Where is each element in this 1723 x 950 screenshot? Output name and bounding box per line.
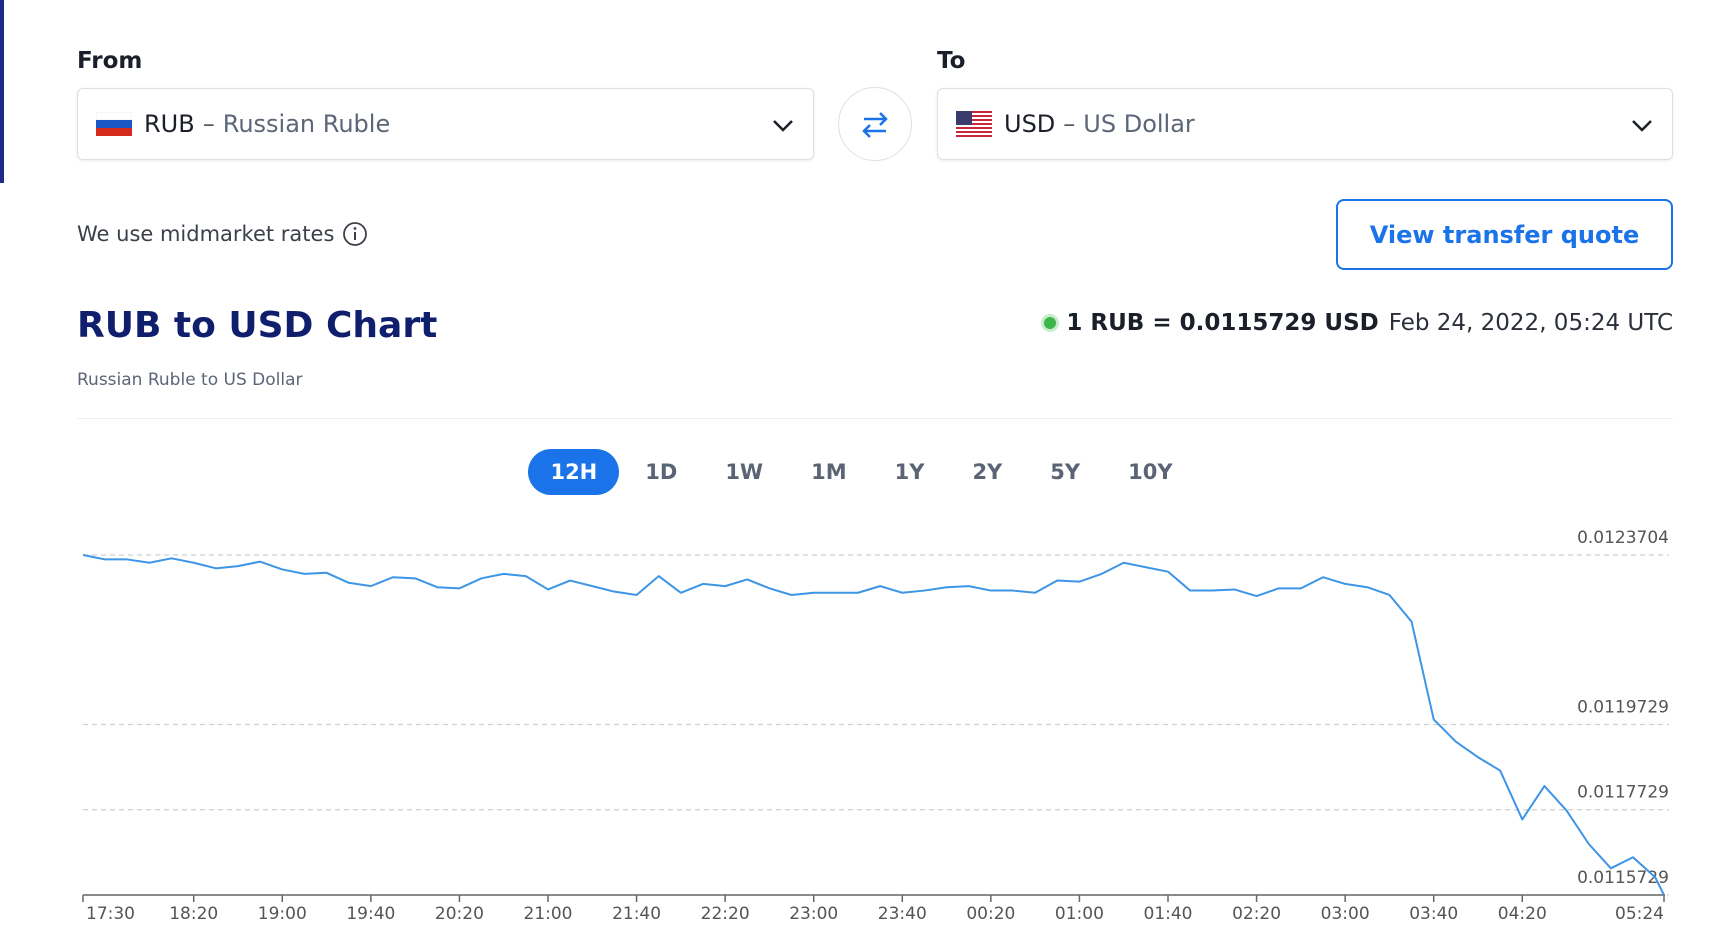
range-tab[interactable]: 10Y	[1128, 460, 1173, 484]
from-name: Russian Ruble	[222, 110, 391, 138]
to-code: USD	[1004, 110, 1056, 138]
range-tab[interactable]: 1M	[811, 460, 847, 484]
rates-note: We use midmarket rates	[77, 221, 368, 247]
chevron	[773, 120, 793, 132]
info-icon[interactable]	[342, 221, 368, 247]
transfer-quote-button[interactable]: View transfer quote	[1336, 199, 1673, 270]
range-tab[interactable]: 1Y	[894, 460, 925, 484]
x-tick-label: 19:00	[258, 904, 307, 924]
from-label: From	[77, 48, 143, 74]
live-dot	[1044, 317, 1057, 329]
rate-line	[82, 554, 1665, 896]
x-tick-label: 01:00	[1055, 904, 1104, 924]
x-tick-label: 03:40	[1409, 904, 1458, 924]
swap-button[interactable]	[838, 87, 912, 161]
chart-title: RUB to USD Chart	[77, 305, 438, 346]
x-tick-label: 22:20	[701, 904, 750, 924]
x-tick-label: 23:40	[878, 904, 927, 924]
range-tab[interactable]: 2Y	[972, 460, 1003, 484]
x-tick-label: 21:00	[524, 904, 573, 924]
x-tick-label: 02:20	[1232, 904, 1281, 924]
x-tick-label: 18:20	[169, 904, 218, 924]
window-edge	[0, 0, 4, 183]
y-tick-label: 0.0115729	[1577, 868, 1669, 888]
x-tick-label: 20:20	[435, 904, 484, 924]
to-name: US Dollar	[1083, 110, 1195, 138]
divider	[77, 418, 1673, 419]
range-tab[interactable]: 5Y	[1050, 460, 1081, 484]
range-tab[interactable]: 1D	[645, 460, 678, 484]
flag-us	[956, 111, 992, 137]
x-tick-label: 01:40	[1144, 904, 1193, 924]
to-label: To	[937, 48, 966, 74]
x-tick-label: 23:00	[789, 904, 838, 924]
rates-note-text: We use midmarket rates	[77, 222, 335, 246]
swap-icon	[862, 112, 888, 138]
x-tick-label: 03:00	[1321, 904, 1370, 924]
y-tick-label: 0.0123704	[1577, 528, 1669, 548]
from-select[interactable]: RUB – Russian Ruble	[77, 88, 814, 160]
y-tick-label: 0.0117729	[1577, 783, 1669, 803]
separator: –	[1063, 110, 1076, 138]
chart-subtitle: Russian Ruble to US Dollar	[77, 370, 303, 390]
separator: –	[202, 110, 215, 138]
x-tick-label: 05:24	[1615, 904, 1664, 924]
from-code: RUB	[144, 110, 195, 138]
rate-timestamp: Feb 24, 2022, 05:24 UTC	[1388, 310, 1673, 336]
range-tab[interactable]: 12H	[528, 449, 620, 495]
chevron	[1632, 120, 1652, 132]
y-tick-label: 0.0119729	[1577, 697, 1669, 717]
x-tick-label: 19:40	[346, 904, 395, 924]
flag-ru	[96, 112, 132, 136]
x-tick-label: 04:20	[1498, 904, 1547, 924]
x-tick-label: 21:40	[612, 904, 661, 924]
rate-text: 1 RUB = 0.0115729 USD	[1066, 310, 1379, 336]
range-tabs: 12H 1D 1W 1M 1Y 2Y 5Y 10Y	[0, 449, 1723, 495]
to-select[interactable]: USD – US Dollar	[937, 88, 1673, 160]
range-tab[interactable]: 1W	[725, 460, 764, 484]
x-tick-label: 17:30	[86, 904, 135, 924]
x-tick-label: 00:20	[966, 904, 1015, 924]
current-rate: 1 RUB = 0.0115729 USD Feb 24, 2022, 05:2…	[1044, 310, 1673, 336]
